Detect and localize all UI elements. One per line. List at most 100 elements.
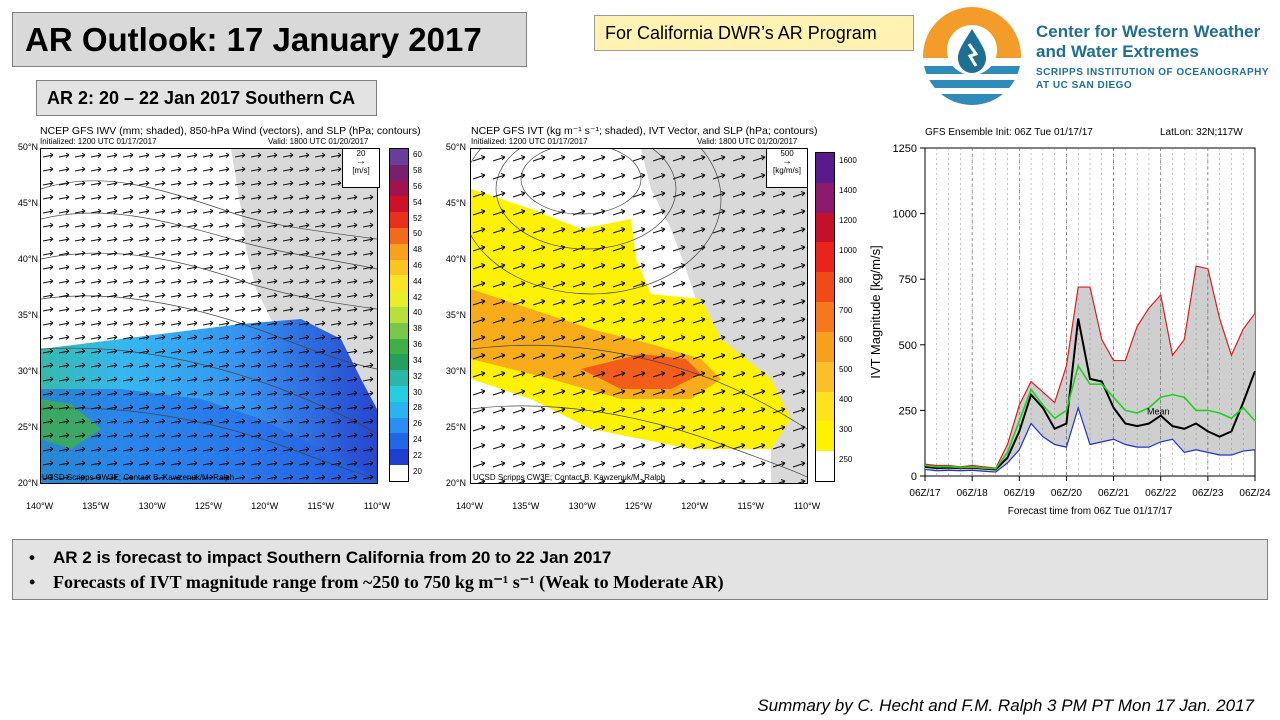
colorbar-label: 54 <box>413 197 422 207</box>
colorbar-label: 38 <box>413 324 422 334</box>
lat-tick-label: 20°N <box>445 478 466 488</box>
iwv-vector-unit: [m/s] <box>352 166 370 175</box>
colorbar-label: 1600 <box>839 156 857 166</box>
colorbar-label: 1400 <box>839 186 857 196</box>
lat-tick-label: 30°N <box>445 366 466 376</box>
lon-tick-label: 115°W <box>737 501 764 511</box>
series-line-control <box>924 363 1256 470</box>
colorbar-label: 300 <box>839 424 853 434</box>
colorbar-cell <box>390 243 408 260</box>
iwv-init-time: Initialized: 1200 UTC 01/17/2017 <box>40 137 157 146</box>
lat-tick-label: 45°N <box>445 198 466 208</box>
lat-tick-label: 50°N <box>17 142 38 152</box>
colorbar-label: 24 <box>413 434 422 444</box>
lon-tick-label: 130°W <box>138 501 166 511</box>
ivt-map-plot <box>471 149 807 483</box>
ivt-vector-ref: 500 <box>780 149 794 158</box>
colorbar-cell <box>390 306 408 323</box>
series-line-max <box>924 265 1256 469</box>
colorbar-cell <box>816 182 834 213</box>
logo-line-1: Center for Western Weather <box>1036 22 1261 41</box>
lon-tick-label: 110°W <box>793 501 821 511</box>
colorbar-cell <box>816 302 834 332</box>
ivt-map <box>470 148 808 484</box>
colorbar-label: 42 <box>413 292 422 302</box>
ivt-vector-legend: 500 → [kg/m/s] <box>766 148 808 188</box>
x-axis-label: Forecast time from 06Z Tue 01/17/17 <box>1008 506 1173 517</box>
y-axis-label: IVT Magnitude [kg/m/s] <box>870 245 883 378</box>
lon-tick-label: 115°W <box>307 501 334 511</box>
colorbar-cell <box>816 451 834 481</box>
colorbar-cell <box>816 421 834 452</box>
series-line-min <box>924 405 1256 473</box>
lat-tick-label: 20°N <box>17 478 38 488</box>
lon-tick-label: 120°W <box>681 501 709 511</box>
colorbar-label: 26 <box>413 419 422 429</box>
colorbar-label: 20 <box>413 466 422 476</box>
iwv-map-title: NCEP GFS IWV (mm; shaded), 850-hPa Wind … <box>40 125 421 137</box>
colorbar-cell <box>390 464 408 481</box>
colorbar-label: 34 <box>413 355 422 365</box>
colorbar-label: 56 <box>413 181 422 191</box>
colorbar-label: 1000 <box>839 245 857 255</box>
colorbar-label: 30 <box>413 387 422 397</box>
ivt-map-title: NCEP GFS IVT (kg m⁻¹ s⁻¹; shaded), IVT V… <box>471 125 818 137</box>
colorbar-label: 1200 <box>839 216 857 226</box>
colorbar-label: 44 <box>413 276 422 286</box>
lon-tick-label: 120°W <box>251 501 279 511</box>
colorbar-cell <box>390 149 408 165</box>
x-tick-label: 06Z/22 <box>1145 488 1177 499</box>
colorbar-cell <box>390 275 408 292</box>
ensemble-header-left: GFS Ensemble Init: 06Z Tue 01/17/17 <box>925 127 1093 138</box>
colorbar-label: 800 <box>839 275 853 285</box>
x-tick-label: 06Z/19 <box>1004 488 1036 499</box>
summary-credit: Summary by C. Hecht and F.M. Ralph 3 PM … <box>757 696 1254 715</box>
arrow-right-icon: → <box>356 156 366 167</box>
colorbar-label: 400 <box>839 395 853 405</box>
x-tick-label: 06Z/18 <box>957 488 989 499</box>
lat-tick-label: 50°N <box>445 142 466 152</box>
ivt-init-time: Initialized: 1200 UTC 01/17/2017 <box>471 137 588 146</box>
iwv-credit: UCSD Scripps CW3E; Contact B. Kawzenuk/M… <box>42 473 235 482</box>
colorbar-label: 32 <box>413 371 422 381</box>
colorbar-cell <box>390 322 408 339</box>
arrow-right-icon: → <box>782 156 792 167</box>
colorbar-cell <box>390 401 408 418</box>
x-tick-label: 06Z/24 <box>1239 488 1271 499</box>
lon-tick-label: 135°W <box>82 501 110 511</box>
colorbar-label: 22 <box>413 450 422 460</box>
summary-bullets: • AR 2 is forecast to impact Southern Cal… <box>12 539 1268 600</box>
colorbar-cell <box>390 259 408 276</box>
logo-line-2: and Water Extremes <box>1036 42 1199 61</box>
page-title: AR Outlook: 17 January 2017 <box>12 12 527 67</box>
lat-tick-label: 35°N <box>445 310 466 320</box>
x-tick-label: 06Z/23 <box>1192 488 1224 499</box>
colorbar-label: 600 <box>839 335 853 345</box>
colorbar-cell <box>390 291 408 307</box>
y-tick-label: 500 <box>899 340 917 352</box>
water-drop-logo-icon <box>923 7 1021 105</box>
colorbar-cell <box>390 180 408 197</box>
y-tick-label: 750 <box>899 274 917 286</box>
y-tick-label: 250 <box>899 405 917 417</box>
lon-tick-label: 125°W <box>624 501 653 511</box>
colorbar-cell <box>390 385 408 402</box>
colorbar-label: 58 <box>413 166 422 176</box>
colorbar-cell <box>390 417 408 434</box>
ivt-ensemble-chart: Mean 0 250 500 750 1000 1250 06Z/17 06Z/18 06Z/19… <box>870 143 1271 517</box>
bullet-item: • Forecasts of IVT magnitude range from ~… <box>29 572 724 592</box>
iwv-vector-ref: 20 <box>356 149 366 158</box>
lon-tick-label: 140°W <box>456 501 484 511</box>
lon-tick-label: 130°W <box>568 501 596 511</box>
y-tick-label: 1000 <box>893 209 917 221</box>
lat-tick-label: 40°N <box>17 254 38 264</box>
x-tick-label: 06Z/20 <box>1051 488 1083 499</box>
y-tick-label: 0 <box>911 471 917 483</box>
colorbar-label: 52 <box>413 213 422 223</box>
lat-tick-label: 40°N <box>445 254 466 264</box>
bullet-item: • AR 2 is forecast to impact Southern Cal… <box>29 548 612 567</box>
colorbar-label: 700 <box>839 305 853 315</box>
colorbar-cell <box>390 449 408 465</box>
bullet-marker: • <box>29 548 35 567</box>
ivt-colorbar <box>815 152 835 482</box>
